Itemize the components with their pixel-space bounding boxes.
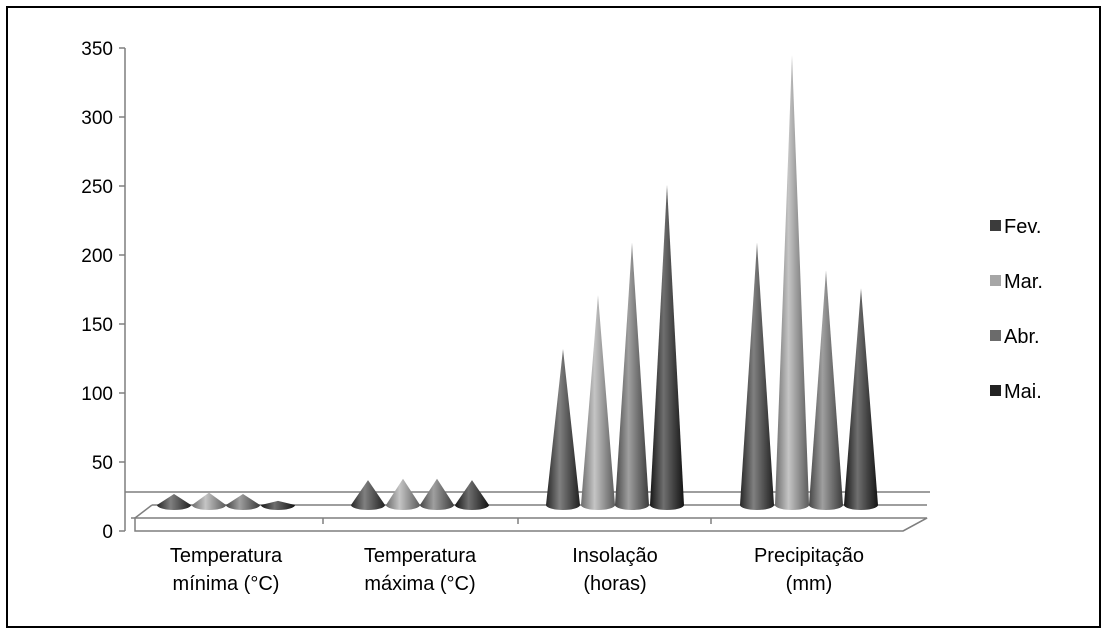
cone-mar-1	[386, 478, 420, 510]
legend-label: Fev.	[1004, 216, 1041, 238]
y-tick-labels: 0 50 100 150 200 250 300 350	[81, 39, 113, 543]
y-tick-label: 100	[81, 384, 113, 405]
cone-mai-2	[650, 184, 684, 510]
cone-fev-3	[740, 242, 774, 511]
y-tick-label: 150	[81, 315, 113, 336]
cone-mai-0	[261, 500, 295, 510]
cones	[157, 55, 878, 511]
cone-mai-3	[844, 288, 878, 510]
legend-label: Abr.	[1004, 326, 1040, 348]
chart-floor	[125, 491, 930, 532]
cone-abr-1	[420, 478, 454, 510]
axes	[119, 47, 126, 532]
cone-fev-0	[157, 493, 191, 510]
x-category-label: Insolação (horas)	[572, 545, 658, 595]
cone-fev-2	[546, 349, 580, 510]
cone-abr-2	[615, 242, 649, 511]
y-tick-label: 50	[92, 453, 113, 474]
floor-front-edge	[134, 517, 928, 532]
legend-label: Mai.	[1004, 381, 1042, 403]
floor-right-edge	[902, 517, 928, 532]
cone-abr-3	[809, 270, 843, 510]
legend-label: Mar.	[1004, 271, 1043, 293]
x-category-label: Temperatura máxima (°C)	[364, 545, 477, 595]
legend-swatch	[990, 330, 1001, 341]
cone-abr-0	[226, 493, 260, 510]
y-tick-label: 350	[81, 39, 113, 60]
cone-mar-0	[192, 492, 226, 510]
cone-mar-2	[581, 295, 615, 510]
x-category-label: Temperatura mínima (°C)	[170, 545, 283, 595]
cone-mai-1	[455, 480, 489, 510]
legend: Fev. Mar. Abr. Mai.	[990, 216, 1043, 403]
y-tick-label: 0	[102, 522, 113, 543]
legend-swatch	[990, 220, 1001, 231]
legend-swatch	[990, 275, 1001, 286]
x-category-labels: Temperatura mínima (°C) Temperatura máxima …	[170, 545, 864, 595]
legend-swatch	[990, 385, 1001, 396]
cone-fev-1	[351, 480, 385, 510]
cone-mar-3	[775, 55, 809, 511]
y-tick-label: 300	[81, 108, 113, 129]
y-tick-label: 250	[81, 177, 113, 198]
y-tick-label: 200	[81, 246, 113, 267]
x-category-label: Precipitação (mm)	[754, 545, 864, 595]
floor-left-edge	[134, 504, 153, 519]
